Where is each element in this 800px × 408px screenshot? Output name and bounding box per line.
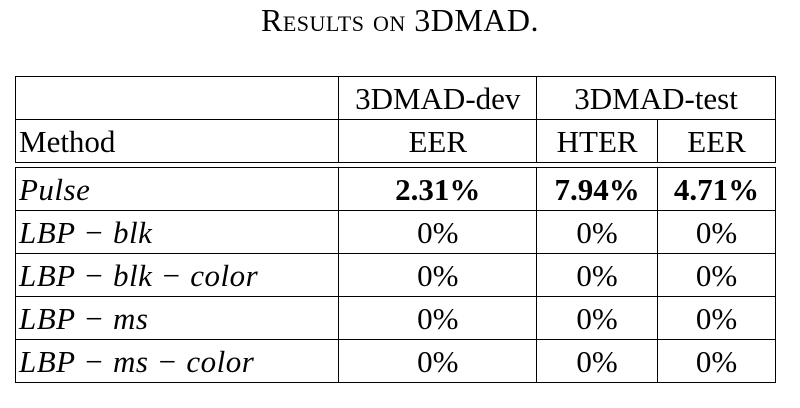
column-header-method: Method <box>14 119 340 163</box>
caption-text: Results on 3DMAD. <box>260 2 540 38</box>
column-header-test-eer: EER <box>657 119 776 163</box>
dev-eer-cell: 0% <box>338 296 538 340</box>
group-header-row: 3DMAD-dev 3DMAD-test <box>14 76 776 120</box>
column-header-dev-eer: EER <box>338 119 538 163</box>
dev-eer-cell: 2.31% <box>338 167 538 211</box>
method-cell: LBP − blk − color <box>14 253 340 297</box>
test-hter-cell: 0% <box>536 339 659 383</box>
test-eer-cell: 4.71% <box>657 167 776 211</box>
group-header-dev: 3DMAD-dev <box>338 76 538 120</box>
method-cell: Pulse <box>14 167 340 211</box>
test-eer-cell: 0% <box>657 210 776 254</box>
test-hter-cell: 7.94% <box>536 167 659 211</box>
method-cell: LBP − ms − color <box>14 339 340 383</box>
test-eer-cell: 0% <box>657 296 776 340</box>
table-row: LBP − blk − color 0% 0% 0% <box>14 253 776 297</box>
dev-eer-cell: 0% <box>338 253 538 297</box>
column-header-test-hter: HTER <box>536 119 659 163</box>
dev-eer-cell: 0% <box>338 339 538 383</box>
test-hter-cell: 0% <box>536 210 659 254</box>
column-header-row: Method EER HTER EER <box>14 119 776 163</box>
table-row: LBP − ms − color 0% 0% 0% <box>14 339 776 383</box>
test-eer-cell: 0% <box>657 253 776 297</box>
method-cell: LBP − blk <box>14 210 340 254</box>
table-row: LBP − blk 0% 0% 0% <box>14 210 776 254</box>
test-hter-cell: 0% <box>536 253 659 297</box>
empty-header-cell <box>14 76 340 120</box>
dev-eer-cell: 0% <box>338 210 538 254</box>
table-row: Pulse 2.31% 7.94% 4.71% <box>14 167 776 211</box>
test-eer-cell: 0% <box>657 339 776 383</box>
table-row: LBP − ms 0% 0% 0% <box>14 296 776 340</box>
table-caption: Results on 3DMAD. <box>0 2 800 39</box>
results-table: 3DMAD-dev 3DMAD-test Method EER HTER EER… <box>14 76 776 383</box>
method-cell: LBP − ms <box>14 296 340 340</box>
group-header-test: 3DMAD-test <box>536 76 776 120</box>
test-hter-cell: 0% <box>536 296 659 340</box>
